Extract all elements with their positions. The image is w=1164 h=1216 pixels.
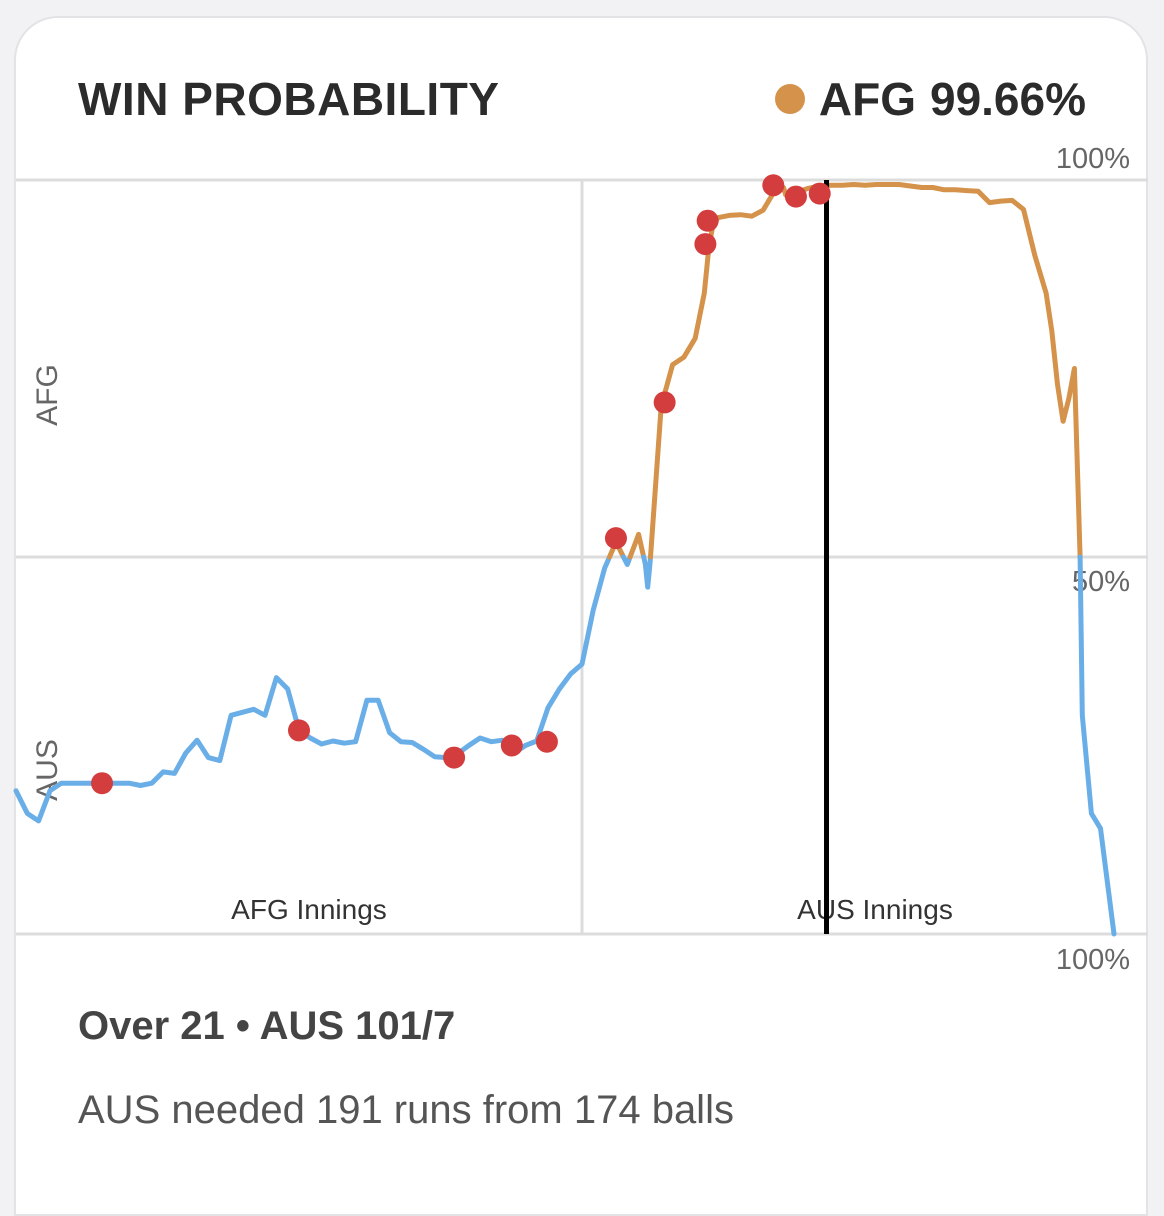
y-tick-label-bottom: 100% (1056, 944, 1130, 976)
line-layer (13, 182, 1117, 937)
innings-label-afg: AFG Innings (231, 894, 387, 925)
wicket-dot-3 (500, 734, 523, 757)
wicket-dot-2 (443, 746, 466, 769)
dot-layer (91, 174, 831, 795)
wicket-dot-0 (91, 772, 114, 795)
legend: AFG 99.66% (774, 72, 1086, 126)
wicket-dot-8 (696, 209, 719, 232)
wicket-dot-11 (808, 182, 831, 205)
wicket-dot-5 (604, 527, 627, 550)
series-line-afg-3 (627, 531, 647, 560)
innings-label-aus: AUS Innings (797, 894, 953, 925)
wicket-dot-4 (535, 730, 558, 753)
legend-value: 99.66% (929, 73, 1086, 125)
separator: • (235, 1004, 250, 1048)
score: AUS 101/7 (259, 1004, 456, 1048)
wicket-dot-7 (694, 233, 717, 256)
grid-layer (16, 178, 1148, 936)
y-label-afg: AFG (31, 364, 64, 426)
series-line-aus-2 (621, 554, 633, 567)
over-number: Over 21 (78, 1004, 225, 1048)
wicket-dot-1 (288, 719, 310, 742)
legend-dot-icon (774, 84, 805, 114)
series-line-aus-6 (1077, 554, 1117, 937)
chart-title: WIN PROBABILITY (78, 73, 500, 125)
wicket-dot-9 (762, 174, 785, 197)
legend-team: AFG (818, 73, 916, 125)
over-description: AUS needed 191 runs from 174 balls (78, 1088, 734, 1132)
y-tick-label-top: 100% (1056, 143, 1130, 175)
wicket-dot-10 (784, 185, 807, 208)
over-summary: Over 21 • AUS 101/7 (78, 1004, 455, 1049)
series-line-aus-4 (641, 554, 653, 590)
wicket-dot-6 (653, 391, 676, 414)
